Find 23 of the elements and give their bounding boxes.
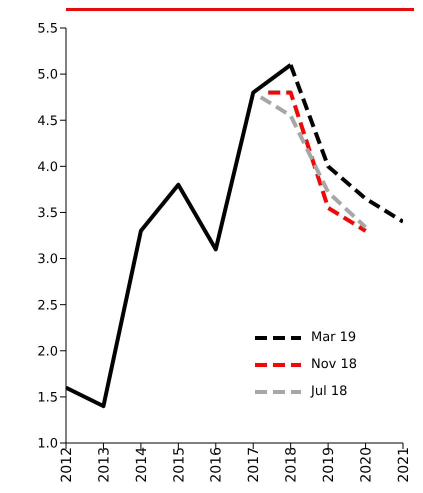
y-tick-label: 5.5: [37, 22, 58, 37]
y-tick-label: 5.0: [37, 68, 58, 83]
legend-label: Mar 19: [311, 330, 356, 345]
legend-label: Nov 18: [311, 357, 358, 372]
y-tick-label: 3.5: [37, 206, 58, 222]
x-tick-label: 2012: [58, 447, 75, 483]
legend-label: Jul 18: [311, 384, 348, 399]
y-tick-label: 4.0: [37, 160, 58, 175]
x-tick-label: 2018: [284, 447, 300, 483]
x-tick-label: 2016: [208, 446, 225, 483]
y-tick-label: 2.5: [37, 298, 58, 314]
y-tick-label: 1.5: [37, 390, 58, 406]
x-tick-label: 2015: [171, 447, 188, 483]
y-tick-label: 1.0: [37, 436, 58, 452]
y-tick-label: 4.5: [37, 114, 58, 129]
x-tick-label: 2021: [396, 447, 412, 483]
x-tick-label: 2019: [321, 447, 338, 483]
y-tick-label: 3.0: [37, 252, 58, 268]
x-tick-label: 2020: [358, 447, 374, 483]
x-tick-label: 2017: [246, 447, 262, 483]
y-tick-label: 2.0: [37, 344, 58, 360]
x-tick-label: 2013: [96, 447, 112, 483]
x-tick-label: 2014: [134, 446, 150, 483]
